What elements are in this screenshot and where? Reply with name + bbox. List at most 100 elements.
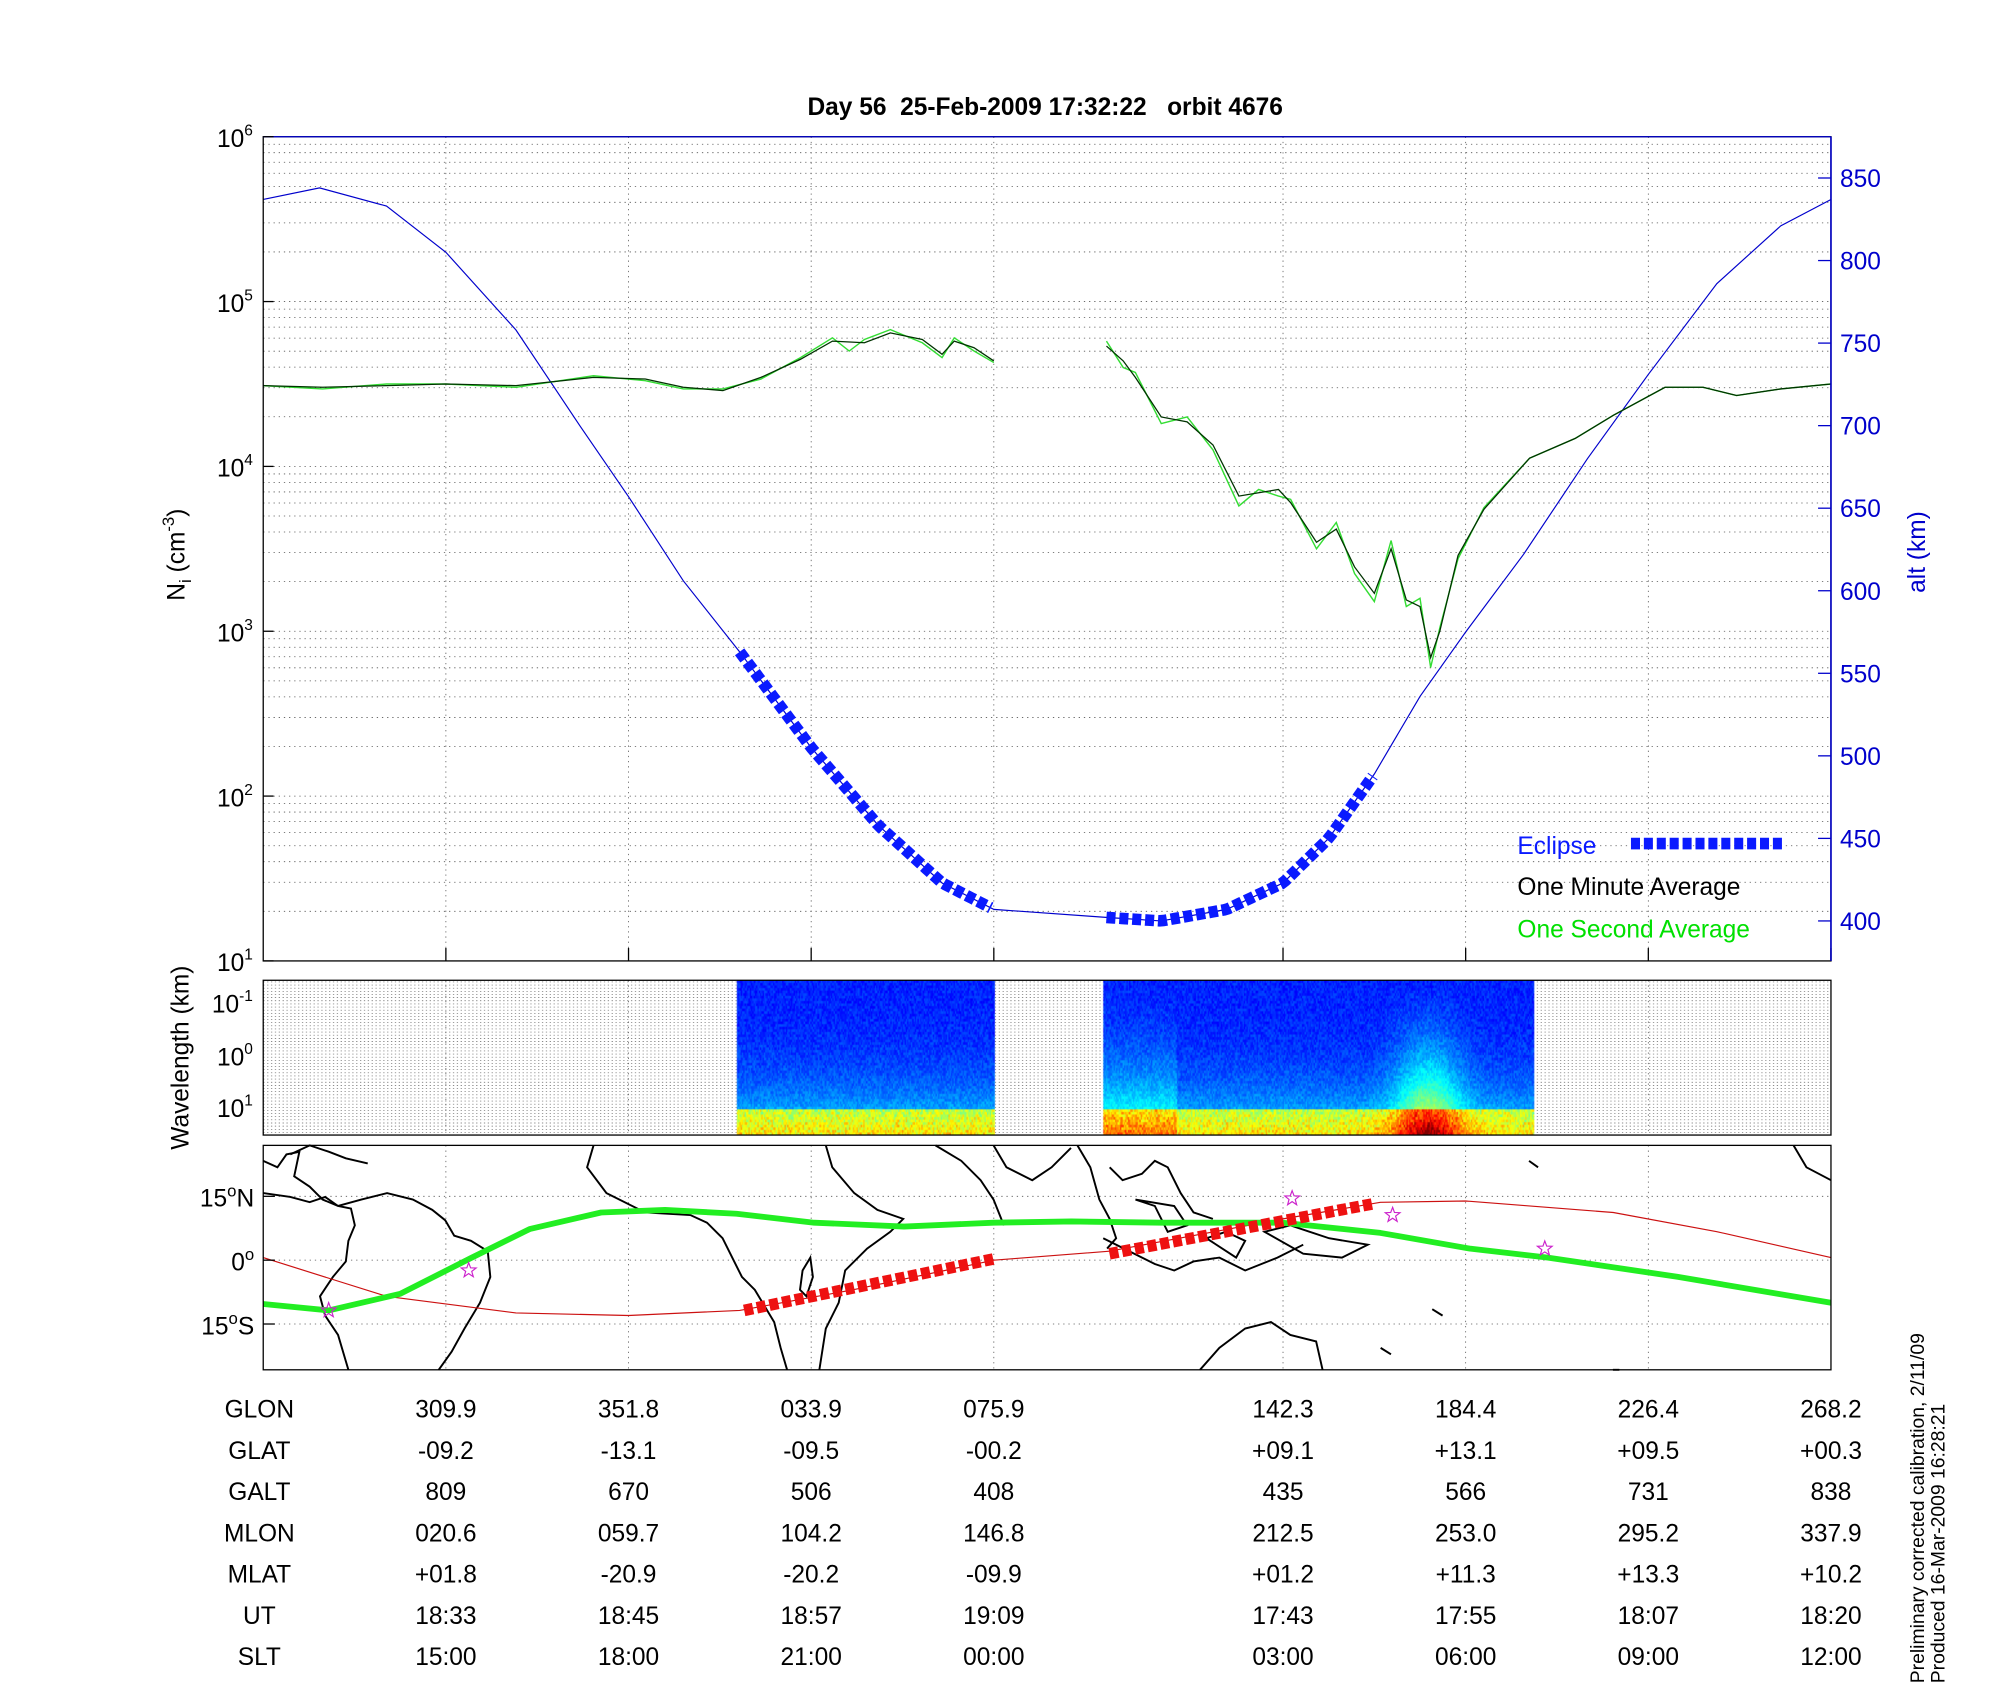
y2-tick-label: 600 bbox=[1840, 579, 1881, 606]
table-cell: 075.9 bbox=[963, 1397, 1024, 1424]
eclipse-segment bbox=[1106, 772, 1378, 927]
y-tick-label: 105 bbox=[217, 287, 253, 318]
table-cell: 146.8 bbox=[963, 1520, 1024, 1547]
table-cell: -20.9 bbox=[601, 1562, 657, 1589]
chart-title: Day 56 25-Feb-2009 17:32:22 orbit 4676 bbox=[807, 94, 1282, 121]
map-eclipse-segment bbox=[743, 1253, 995, 1317]
table-cell: 17:55 bbox=[1435, 1603, 1496, 1630]
y2-tick-label: 700 bbox=[1840, 414, 1881, 441]
y2-tick-label: 400 bbox=[1840, 909, 1881, 936]
map-lat-ticks: 15oN 0o 15oS bbox=[200, 1181, 275, 1340]
table-cell: 00:00 bbox=[963, 1644, 1024, 1671]
table-cell: 226.4 bbox=[1618, 1397, 1679, 1424]
spec-tick-label: 10-1 bbox=[212, 988, 253, 1019]
table-cell: 033.9 bbox=[781, 1397, 842, 1424]
table-cell: 212.5 bbox=[1252, 1520, 1313, 1547]
map-grid bbox=[263, 1145, 1831, 1370]
map-panel: 15oN 0o 15oS bbox=[200, 1144, 1832, 1371]
table-cell: 670 bbox=[608, 1479, 649, 1506]
y-axis-label: Ni (cm-3) bbox=[159, 509, 195, 601]
density-altitude-panel: 106 105 104 103 102 101 400 450 500 550 600 650 700… bbox=[159, 122, 1931, 977]
table-cell: 09:00 bbox=[1618, 1644, 1679, 1671]
legend-minute-label: One Minute Average bbox=[1517, 874, 1740, 901]
y-tick-label: 103 bbox=[217, 617, 253, 648]
table-cell: +09.1 bbox=[1252, 1438, 1314, 1465]
row-label-slt: SLT bbox=[238, 1644, 281, 1671]
star-marker-icon bbox=[1535, 1239, 1554, 1257]
table-cell: 184.4 bbox=[1435, 1397, 1496, 1424]
table-cell: +09.5 bbox=[1617, 1438, 1679, 1465]
table-cell: 21:00 bbox=[781, 1644, 842, 1671]
map-tracks bbox=[262, 1188, 1832, 1319]
y-tick-label: 106 bbox=[217, 122, 253, 153]
table-cell: 03:00 bbox=[1252, 1644, 1313, 1671]
lat-tick-label: 15oN bbox=[200, 1181, 254, 1212]
legend-eclipse-label: Eclipse bbox=[1517, 833, 1596, 860]
table-cell: -09.5 bbox=[783, 1438, 839, 1465]
one-minute-average-line bbox=[1106, 345, 1832, 661]
table-cell: 18:07 bbox=[1618, 1603, 1679, 1630]
table-cell: 142.3 bbox=[1252, 1397, 1313, 1424]
main-series bbox=[263, 187, 1832, 927]
eclipse-segment bbox=[734, 648, 994, 913]
orbit-parameter-table: GLON 309.9 351.8 033.9 075.9 142.3 184.4 226.4 2… bbox=[224, 1397, 1862, 1672]
table-cell: +11.3 bbox=[1436, 1562, 1496, 1589]
table-cell: -09.2 bbox=[418, 1438, 474, 1465]
footer-note: Preliminary corrected calibration, 2/11/… bbox=[1907, 1333, 1950, 1683]
row-label-mlat: MLAT bbox=[228, 1562, 292, 1589]
degree-symbol: o bbox=[245, 1245, 254, 1264]
table-cell: 18:20 bbox=[1800, 1603, 1861, 1630]
table-cell: 435 bbox=[1263, 1479, 1304, 1506]
lat-tick-label: 15oS bbox=[201, 1309, 254, 1340]
star-marker-icon bbox=[459, 1260, 478, 1279]
footer-line-2: Produced 16-Mar-2009 16:28:21 bbox=[1928, 1404, 1950, 1684]
table-cell: -13.1 bbox=[601, 1438, 657, 1465]
left-axis-ticks: 106 105 104 103 102 101 bbox=[217, 122, 274, 977]
table-cell: +00.3 bbox=[1800, 1438, 1862, 1465]
y2-axis-label: alt (km) bbox=[1904, 511, 1931, 593]
table-cell: 06:00 bbox=[1435, 1644, 1496, 1671]
y2-tick-label: 450 bbox=[1840, 826, 1881, 853]
row-label-glat: GLAT bbox=[228, 1438, 290, 1465]
row-label-glon: GLON bbox=[225, 1397, 294, 1424]
y2-tick-label: 550 bbox=[1840, 661, 1881, 688]
coastlines bbox=[262, 1144, 1832, 1371]
table-cell: +10.2 bbox=[1800, 1562, 1862, 1589]
table-cell: 566 bbox=[1445, 1479, 1486, 1506]
table-cell: 17:43 bbox=[1252, 1603, 1313, 1630]
y2-tick-label: 850 bbox=[1840, 166, 1881, 193]
legend: Eclipse One Minute Average One Second Av… bbox=[1517, 833, 1784, 944]
table-cell: 809 bbox=[425, 1479, 466, 1506]
map-eclipse-segment bbox=[1108, 1197, 1376, 1260]
star-marker-icon bbox=[319, 1300, 338, 1319]
table-cell: 408 bbox=[973, 1479, 1014, 1506]
lat-tick-label: 0o bbox=[231, 1245, 254, 1276]
degree-symbol: o bbox=[229, 1309, 238, 1328]
table-cell: -09.9 bbox=[966, 1562, 1022, 1589]
row-label-ut: UT bbox=[243, 1603, 276, 1630]
footer-line-1: Preliminary corrected calibration, 2/11/… bbox=[1907, 1333, 1929, 1683]
table-cell: 351.8 bbox=[598, 1397, 659, 1424]
magnetic-equator-line bbox=[263, 1200, 1832, 1317]
right-axis-ticks: 400 450 500 550 600 650 700 750 800 850 bbox=[1818, 166, 1881, 936]
one-minute-average-line bbox=[263, 332, 995, 392]
y2-tick-label: 500 bbox=[1840, 744, 1881, 771]
star-marker-icon bbox=[1383, 1205, 1402, 1223]
row-label-galt: GALT bbox=[228, 1479, 290, 1506]
table-cell: 18:33 bbox=[415, 1603, 476, 1630]
table-cell: 253.0 bbox=[1435, 1520, 1496, 1547]
spec-tick-label: 101 bbox=[217, 1092, 253, 1123]
y-tick-label: 101 bbox=[217, 947, 253, 978]
y2-tick-label: 800 bbox=[1840, 249, 1881, 276]
table-cell: 18:00 bbox=[598, 1644, 659, 1671]
star-marker-icon bbox=[1283, 1188, 1302, 1207]
table-cell: 838 bbox=[1811, 1479, 1852, 1506]
table-cell: 020.6 bbox=[415, 1520, 476, 1547]
table-cell: 12:00 bbox=[1800, 1644, 1861, 1671]
y2-tick-label: 750 bbox=[1840, 331, 1881, 358]
table-cell: 19:09 bbox=[963, 1603, 1024, 1630]
table-cell: +01.2 bbox=[1252, 1562, 1314, 1589]
table-cell: 506 bbox=[791, 1479, 832, 1506]
spectrogram-y-label: Wavelength (km) bbox=[167, 966, 194, 1150]
table-cell: +13.3 bbox=[1617, 1562, 1679, 1589]
